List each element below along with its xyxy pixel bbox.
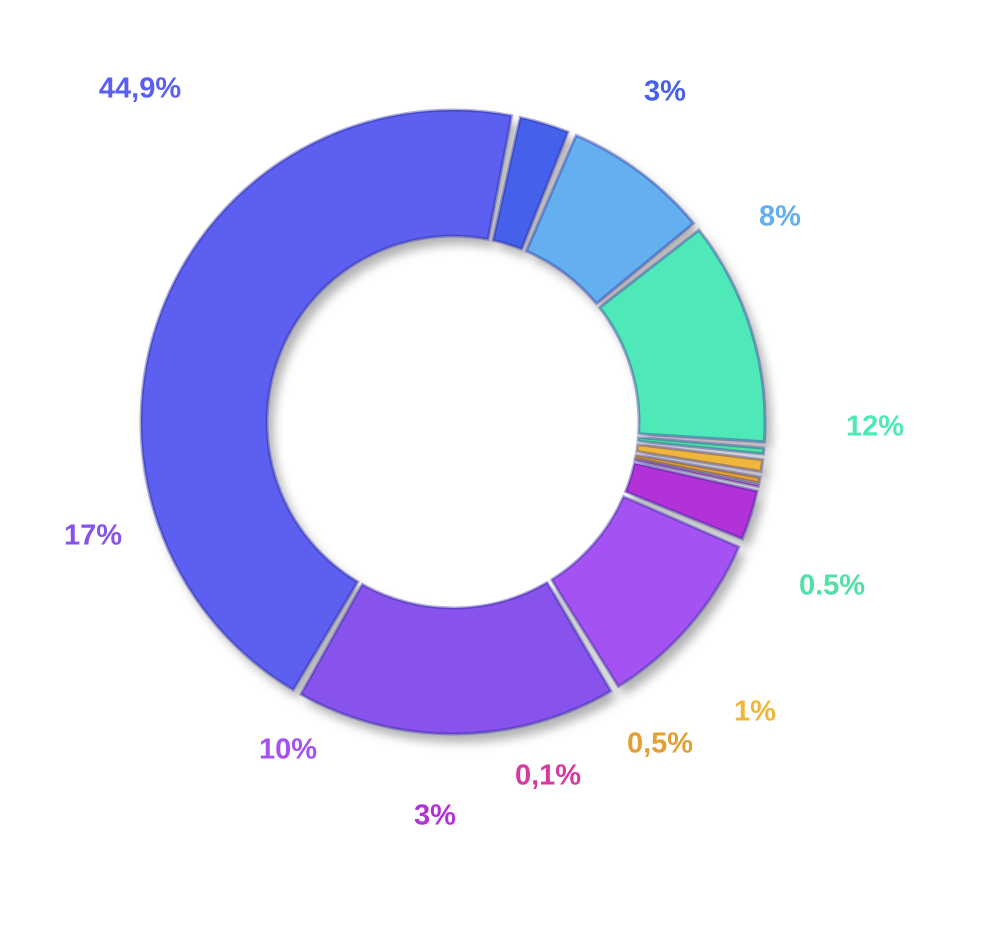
- donut-segment: [298, 580, 613, 736]
- donut-segment: [636, 435, 766, 456]
- donut-segment: [139, 108, 514, 693]
- donut-segment: [623, 461, 760, 541]
- donut-segment: [524, 133, 696, 306]
- donut: [139, 108, 767, 736]
- value-label: 12%: [846, 411, 904, 443]
- value-label: 0,1%: [515, 760, 581, 792]
- donut-segment: [549, 494, 741, 689]
- value-label: 3%: [644, 76, 686, 108]
- value-label: 1%: [734, 696, 776, 728]
- donut-segment: [634, 442, 765, 474]
- donut-segment: [633, 457, 761, 489]
- value-label: 17%: [64, 520, 122, 552]
- donut-segment: [491, 115, 571, 252]
- value-label: 8%: [759, 201, 801, 233]
- value-label: 0,5%: [627, 728, 693, 760]
- value-label: 44,9%: [99, 73, 181, 105]
- value-label: 0.5%: [799, 570, 865, 602]
- donut-segment: [597, 227, 767, 444]
- value-label: 3%: [414, 800, 456, 832]
- value-label: 10%: [259, 734, 317, 766]
